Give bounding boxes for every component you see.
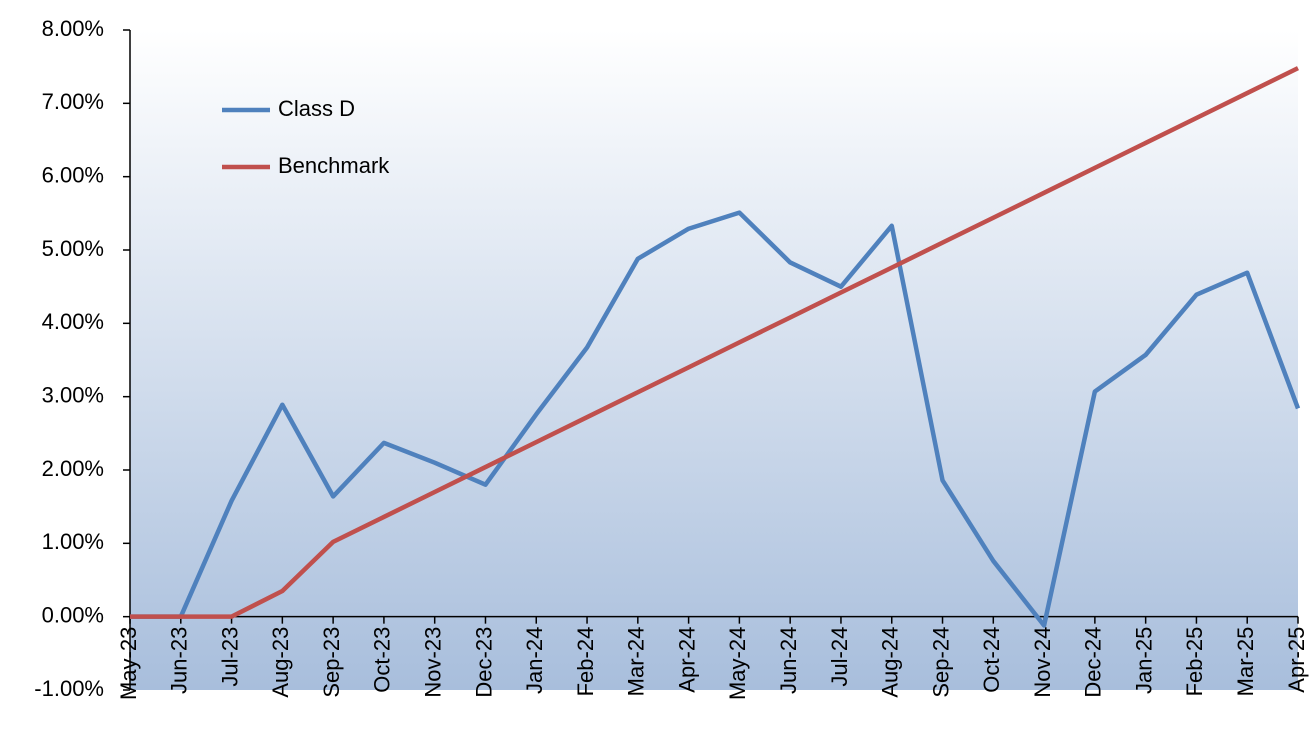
x-tick-label: Jun-23 [167,627,192,694]
x-tick-label: Dec-23 [471,627,496,698]
x-tick-label: Nov-24 [1030,627,1055,698]
y-tick-label: 5.00% [42,236,104,261]
x-tick-label: Jan-25 [1131,627,1156,694]
x-tick-label: Mar-24 [624,627,649,697]
x-tick-label: Jan-24 [522,627,547,694]
y-tick-label: 1.00% [42,529,104,554]
y-tick-label: 2.00% [42,456,104,481]
y-tick-label: -1.00% [34,676,104,701]
series-line [130,210,1301,628]
y-tick-label: 4.00% [42,309,104,334]
x-tick-label: Jul-24 [827,627,852,687]
x-tick-label: Oct-24 [979,627,1004,693]
plot-area [130,30,1298,690]
x-tick-label: Sep-23 [319,627,344,698]
x-tick-label: Jun-24 [776,627,801,694]
x-tick-label: May-24 [725,627,750,700]
x-tick-label: May-23 [116,627,141,700]
x-tick-label: Feb-25 [1182,627,1207,697]
x-tick-label: Aug-24 [878,627,903,698]
y-tick-label: 0.00% [42,602,104,627]
series-line [130,66,1299,619]
x-tick-label: Apr-24 [674,627,699,693]
x-tick-label: Dec-24 [1081,627,1106,698]
x-tick-label: Feb-24 [573,627,598,697]
y-tick-label: 8.00% [42,16,104,41]
y-tick-label: 6.00% [42,162,104,187]
y-tick-label: 7.00% [42,89,104,114]
x-tick-label: Sep-24 [928,627,953,698]
y-tick-label: 3.00% [42,382,104,407]
x-tick-label: Oct-23 [370,627,395,693]
x-tick-label: Nov-23 [421,627,446,698]
x-tick-label: Aug-23 [268,627,293,698]
x-tick-label: Jul-23 [217,627,242,687]
legend-label: Class D [278,96,355,121]
x-tick-label: Apr-25 [1284,627,1309,693]
x-tick-label: Mar-25 [1233,627,1258,697]
legend-label: Benchmark [278,153,390,178]
